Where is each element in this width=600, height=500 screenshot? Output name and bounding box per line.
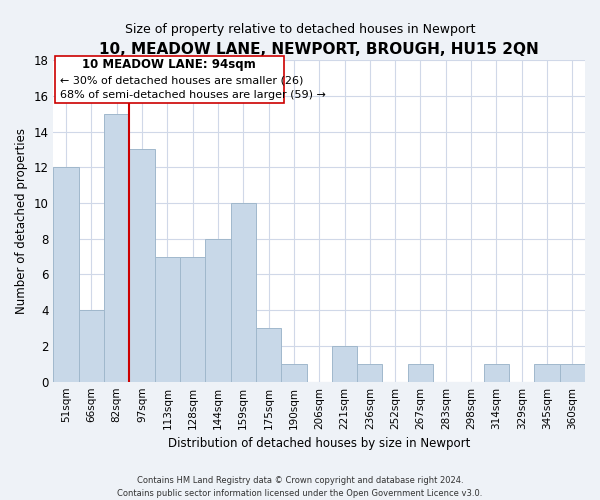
FancyBboxPatch shape — [55, 56, 284, 103]
Bar — [155, 256, 180, 382]
Bar — [408, 364, 433, 382]
Bar — [180, 256, 205, 382]
Text: 10 MEADOW LANE: 94sqm: 10 MEADOW LANE: 94sqm — [82, 58, 256, 71]
Bar — [79, 310, 104, 382]
Bar — [130, 150, 155, 382]
Text: Contains HM Land Registry data © Crown copyright and database right 2024.
Contai: Contains HM Land Registry data © Crown c… — [118, 476, 482, 498]
Bar — [535, 364, 560, 382]
Y-axis label: Number of detached properties: Number of detached properties — [15, 128, 28, 314]
Bar — [104, 114, 130, 382]
Bar — [357, 364, 382, 382]
X-axis label: Distribution of detached houses by size in Newport: Distribution of detached houses by size … — [168, 437, 470, 450]
Title: 10, MEADOW LANE, NEWPORT, BROUGH, HU15 2QN: 10, MEADOW LANE, NEWPORT, BROUGH, HU15 2… — [100, 42, 539, 58]
Bar — [205, 238, 230, 382]
Bar — [484, 364, 509, 382]
Text: ← 30% of detached houses are smaller (26): ← 30% of detached houses are smaller (26… — [60, 76, 304, 86]
Bar — [281, 364, 307, 382]
Bar — [256, 328, 281, 382]
Bar — [332, 346, 357, 382]
Bar — [230, 203, 256, 382]
Text: 68% of semi-detached houses are larger (59) →: 68% of semi-detached houses are larger (… — [60, 90, 326, 100]
Bar — [560, 364, 585, 382]
Bar — [53, 168, 79, 382]
Text: Size of property relative to detached houses in Newport: Size of property relative to detached ho… — [125, 22, 475, 36]
